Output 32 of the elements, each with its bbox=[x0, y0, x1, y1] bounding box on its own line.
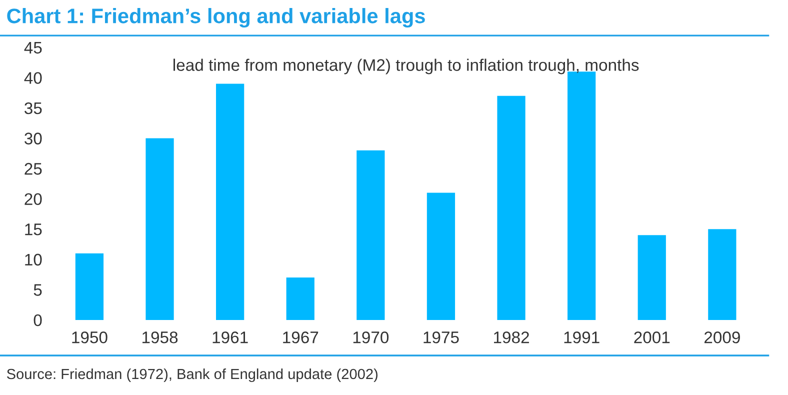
text: lead time from monetary (M2) trough to inflation trough, months bbox=[174, 58, 639, 74]
y-tick-label: 45 bbox=[24, 42, 42, 54]
x-tick-label: 1950 bbox=[72, 332, 108, 344]
x-tick-label: 1958 bbox=[142, 332, 178, 344]
y-tick-label: 30 bbox=[24, 132, 42, 144]
x-tick-label: 1967 bbox=[283, 332, 318, 344]
y-tick-label: 5 bbox=[34, 284, 42, 296]
bar bbox=[638, 235, 666, 320]
x-tick-label: 2009 bbox=[704, 332, 740, 344]
x-tick-label: 1975 bbox=[424, 332, 459, 344]
y-tick-label: 25 bbox=[24, 162, 42, 175]
bar bbox=[146, 138, 174, 320]
y-tick-label: 10 bbox=[25, 254, 42, 266]
y-tick-label: 0 bbox=[34, 314, 42, 326]
bar bbox=[708, 229, 736, 320]
bar bbox=[426, 192, 456, 320]
x-tick-label: 1961 bbox=[212, 332, 248, 344]
y-tick-label: 35 bbox=[24, 102, 42, 114]
bar bbox=[216, 84, 244, 320]
bar bbox=[497, 96, 526, 320]
x-tick-label: 1991 bbox=[564, 332, 600, 344]
y-tick-label: 20 bbox=[24, 193, 42, 206]
x-tick-label: 2001 bbox=[634, 332, 670, 344]
chart-title: Chart 1: Friedman’s long and variable lags bbox=[7, 8, 425, 28]
source-note: Source: Friedman (1972), Bank of England update (2002) bbox=[6, 368, 378, 382]
x-tick-label: 1970 bbox=[353, 332, 389, 344]
bar bbox=[356, 150, 385, 320]
bar bbox=[286, 278, 314, 320]
bar bbox=[75, 253, 104, 320]
y-tick-label: 15 bbox=[25, 224, 42, 236]
x-tick-label: 1982 bbox=[494, 332, 529, 344]
y-tick-label: 40 bbox=[24, 72, 42, 84]
